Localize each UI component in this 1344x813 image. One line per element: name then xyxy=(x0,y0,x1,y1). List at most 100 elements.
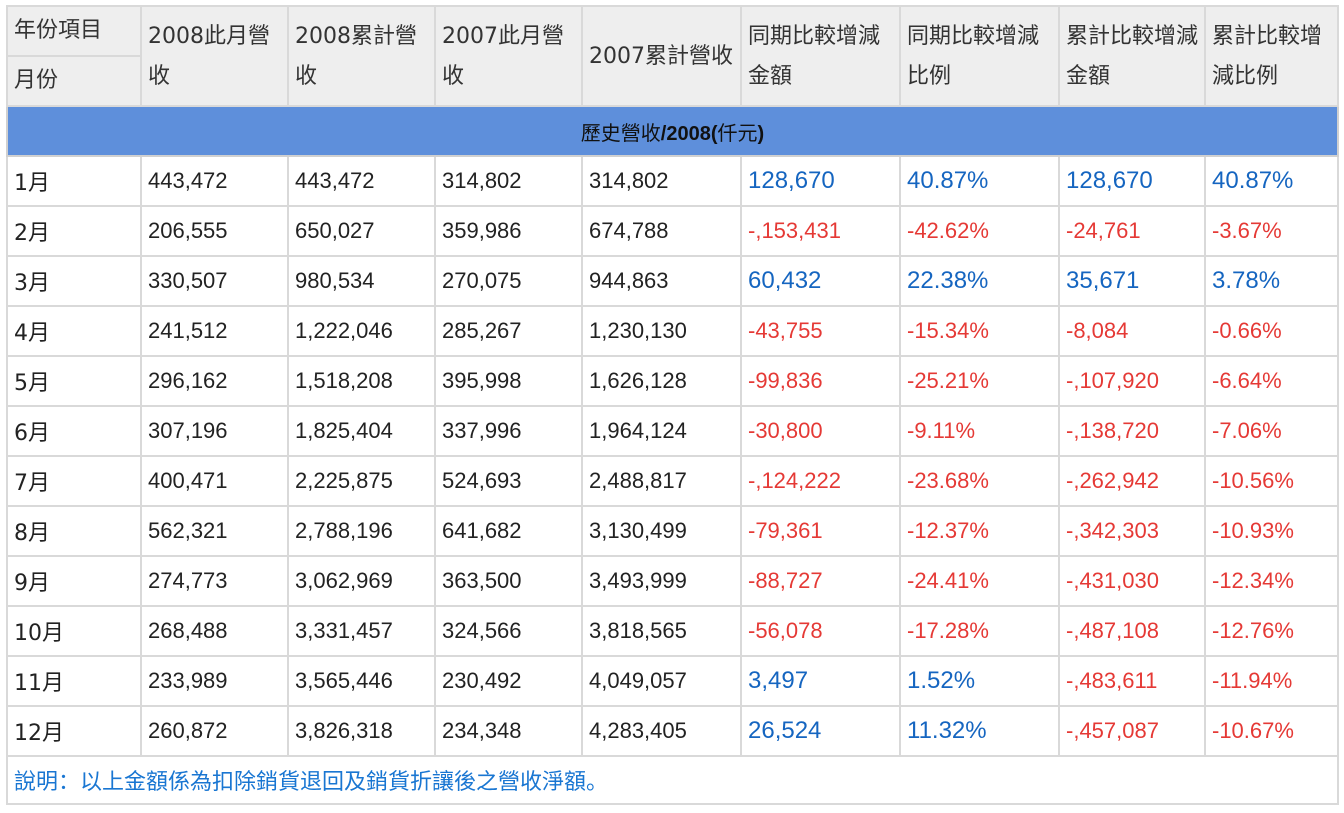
month-cell: 10月 xyxy=(6,605,142,657)
cumulative-amount-cell: -,262,942 xyxy=(1058,455,1206,507)
month-cell: 11月 xyxy=(6,655,142,707)
yoy-amount-cell: -79,361 xyxy=(740,505,901,557)
yoy-amount-cell: -,124,222 xyxy=(740,455,901,507)
yoy-amount-cell: 60,432 xyxy=(740,255,901,307)
header-corner: 年份項目 月份 xyxy=(6,5,142,107)
monthly-2007-cell: 234,348 xyxy=(434,705,583,757)
table-row: 9月 274,773 3,062,969 363,500 3,493,999 -88,72… xyxy=(6,555,1339,607)
table-row: 7月 400,471 2,225,875 524,693 2,488,817 -,124,… xyxy=(6,455,1339,507)
cumulative-2007-cell: 944,863 xyxy=(581,255,742,307)
table-row: 12月 260,872 3,826,318 234,348 4,283,405 26,52… xyxy=(6,705,1339,757)
table-row: 5月 296,162 1,518,208 395,998 1,626,128 -99,83… xyxy=(6,355,1339,407)
monthly-2008-cell: 443,472 xyxy=(140,155,289,207)
table-row: 1月 443,472 443,472 314,802 314,802 128,670 40.… xyxy=(6,155,1339,207)
table-body: 1月 443,472 443,472 314,802 314,802 128,670 40.… xyxy=(6,155,1339,757)
cumulative-2007-cell: 1,626,128 xyxy=(581,355,742,407)
month-cell: 12月 xyxy=(6,705,142,757)
yoy-amount-cell: -30,800 xyxy=(740,405,901,457)
table-note: 說明：以上金額係為扣除銷貨退回及銷貨折讓後之營收淨額。 xyxy=(6,755,1339,805)
month-cell: 8月 xyxy=(6,505,142,557)
cumulative-2007-cell: 1,964,124 xyxy=(581,405,742,457)
yoy-amount-cell: -56,078 xyxy=(740,605,901,657)
monthly-2007-cell: 641,682 xyxy=(434,505,583,557)
cumulative-2008-cell: 1,518,208 xyxy=(287,355,436,407)
cumulative-percent-cell: -12.76% xyxy=(1204,605,1339,657)
monthly-2007-cell: 359,986 xyxy=(434,205,583,257)
header-2007-monthly: 2007此月營收 xyxy=(434,5,583,107)
table-row: 4月 241,512 1,222,046 285,267 1,230,130 -43,75… xyxy=(6,305,1339,357)
month-cell: 3月 xyxy=(6,255,142,307)
table-title: 歷史營收/2008(仟元) xyxy=(6,105,1339,157)
yoy-percent-cell: -9.11% xyxy=(899,405,1060,457)
cumulative-percent-cell: -3.67% xyxy=(1204,205,1339,257)
monthly-2008-cell: 307,196 xyxy=(140,405,289,457)
monthly-2007-cell: 314,802 xyxy=(434,155,583,207)
cumulative-2008-cell: 2,788,196 xyxy=(287,505,436,557)
header-yoy-amount: 同期比較增減金額 xyxy=(740,5,901,107)
cumulative-percent-cell: -11.94% xyxy=(1204,655,1339,707)
cumulative-2007-cell: 3,130,499 xyxy=(581,505,742,557)
cumulative-amount-cell: 35,671 xyxy=(1058,255,1206,307)
cumulative-amount-cell: -24,761 xyxy=(1058,205,1206,257)
cumulative-2007-cell: 4,049,057 xyxy=(581,655,742,707)
monthly-2008-cell: 330,507 xyxy=(140,255,289,307)
title-year: /2008( xyxy=(660,122,718,145)
title-suffix: ) xyxy=(757,122,765,145)
table-row: 10月 268,488 3,331,457 324,566 3,818,565 -56,0… xyxy=(6,605,1339,657)
monthly-2007-cell: 324,566 xyxy=(434,605,583,657)
table-row: 2月 206,555 650,027 359,986 674,788 -,153,431-… xyxy=(6,205,1339,257)
monthly-2007-cell: 270,075 xyxy=(434,255,583,307)
cumulative-amount-cell: -,138,720 xyxy=(1058,405,1206,457)
header-yoy-percent: 同期比較增減比例 xyxy=(899,5,1060,107)
cumulative-percent-cell: -12.34% xyxy=(1204,555,1339,607)
header-year-item: 年份項目 xyxy=(9,8,139,57)
header-month: 月份 xyxy=(14,68,59,93)
cumulative-2008-cell: 1,825,404 xyxy=(287,405,436,457)
header-cumulative-percent: 累計比較增減比例 xyxy=(1204,5,1339,107)
yoy-percent-cell: -17.28% xyxy=(899,605,1060,657)
cumulative-2007-cell: 4,283,405 xyxy=(581,705,742,757)
table-row: 3月 330,507 980,534 270,075 944,863 60,432 22.3… xyxy=(6,255,1339,307)
yoy-percent-cell: -25.21% xyxy=(899,355,1060,407)
cumulative-percent-cell: 40.87% xyxy=(1204,155,1339,207)
month-cell: 4月 xyxy=(6,305,142,357)
cumulative-percent-cell: -10.67% xyxy=(1204,705,1339,757)
cumulative-2007-cell: 674,788 xyxy=(581,205,742,257)
cumulative-percent-cell: 3.78% xyxy=(1204,255,1339,307)
cumulative-amount-cell: 128,670 xyxy=(1058,155,1206,207)
cumulative-amount-cell: -,457,087 xyxy=(1058,705,1206,757)
monthly-2008-cell: 260,872 xyxy=(140,705,289,757)
cumulative-2008-cell: 1,222,046 xyxy=(287,305,436,357)
yoy-amount-cell: 128,670 xyxy=(740,155,901,207)
cumulative-amount-cell: -8,084 xyxy=(1058,305,1206,357)
cumulative-amount-cell: -,483,611 xyxy=(1058,655,1206,707)
month-cell: 1月 xyxy=(6,155,142,207)
yoy-percent-cell: -15.34% xyxy=(899,305,1060,357)
yoy-percent-cell: 1.52% xyxy=(899,655,1060,707)
monthly-2008-cell: 206,555 xyxy=(140,205,289,257)
table-row: 8月 562,321 2,788,196 641,682 3,130,499 -79,36… xyxy=(6,505,1339,557)
header-2008-monthly: 2008此月營收 xyxy=(140,5,289,107)
yoy-percent-cell: -23.68% xyxy=(899,455,1060,507)
cumulative-percent-cell: -6.64% xyxy=(1204,355,1339,407)
cumulative-amount-cell: -,487,108 xyxy=(1058,605,1206,657)
yoy-amount-cell: 3,497 xyxy=(740,655,901,707)
cumulative-2008-cell: 3,826,318 xyxy=(287,705,436,757)
cumulative-percent-cell: -10.56% xyxy=(1204,455,1339,507)
month-cell: 9月 xyxy=(6,555,142,607)
yoy-amount-cell: -88,727 xyxy=(740,555,901,607)
header-2007-cumulative: 2007累計營收 xyxy=(581,5,742,107)
cumulative-2008-cell: 443,472 xyxy=(287,155,436,207)
cumulative-amount-cell: -,107,920 xyxy=(1058,355,1206,407)
revenue-history-table-container: 歷史營收/2008(仟元) 年份項目 月份 2008此月營收 2008累計營收 … xyxy=(6,5,1339,805)
table-row: 6月 307,196 1,825,404 337,996 1,964,124 -30,80… xyxy=(6,405,1339,457)
month-cell: 5月 xyxy=(6,355,142,407)
cumulative-2008-cell: 3,062,969 xyxy=(287,555,436,607)
monthly-2008-cell: 241,512 xyxy=(140,305,289,357)
cumulative-amount-cell: -,342,303 xyxy=(1058,505,1206,557)
monthly-2008-cell: 233,989 xyxy=(140,655,289,707)
monthly-2007-cell: 337,996 xyxy=(434,405,583,457)
title-prefix: 歷史營收 xyxy=(580,122,661,145)
monthly-2008-cell: 562,321 xyxy=(140,505,289,557)
yoy-percent-cell: -12.37% xyxy=(899,505,1060,557)
